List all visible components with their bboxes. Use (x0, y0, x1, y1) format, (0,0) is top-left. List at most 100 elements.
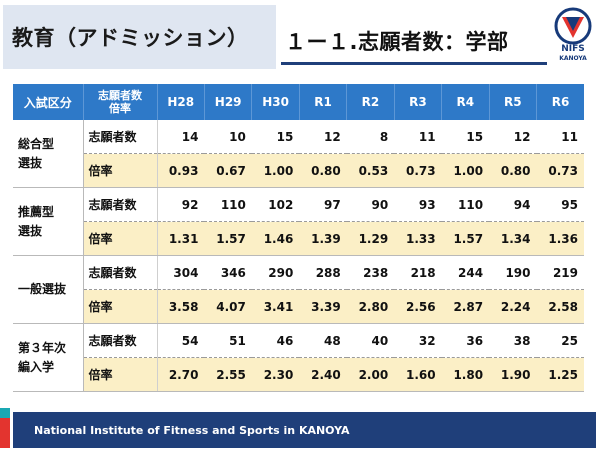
count-cell: 40 (346, 323, 395, 358)
footer-accent-red (0, 418, 10, 448)
rate-cell: 1.25 (536, 357, 584, 392)
table-row: 倍率 1.31 1.57 1.46 1.39 1.29 1.33 1.57 1.… (13, 221, 584, 256)
rate-cell: 3.39 (299, 289, 347, 324)
header-year: R1 (299, 84, 348, 120)
table-row: 倍率 3.58 4.07 3.41 3.39 2.80 2.56 2.87 2.… (13, 289, 584, 324)
rate-cell: 2.55 (204, 357, 252, 392)
count-cell: 110 (441, 187, 490, 222)
rate-label: 倍率 (83, 289, 158, 324)
header-year: H29 (204, 84, 253, 120)
admissions-table: 入試区分 志願者数 倍率 H28 H29 H30 R1 R2 R3 R4 R5 … (13, 84, 584, 392)
nifs-logo-icon (554, 7, 592, 45)
header-year: H30 (251, 84, 300, 120)
count-cell: 290 (251, 255, 300, 290)
category-name-line1: 推薦型 (18, 204, 55, 219)
header-year: R6 (536, 84, 584, 120)
count-label: 志願者数 (83, 255, 158, 290)
count-cell: 346 (204, 255, 252, 290)
rate-cell: 2.80 (346, 289, 395, 324)
table-row: 一般選抜 志願者数 304 346 290 288 238 218 244 19… (13, 255, 584, 324)
rate-cell: 1.46 (251, 221, 300, 256)
count-cell: 12 (299, 120, 347, 154)
table-row: 総合型 選抜 志願者数 14 10 15 12 8 11 15 12 11 (13, 120, 584, 188)
count-cell: 15 (251, 120, 300, 154)
logo-text: NIFS (561, 44, 585, 54)
rate-cell: 3.41 (251, 289, 300, 324)
rate-cell: 1.29 (346, 221, 395, 256)
count-cell: 288 (299, 255, 347, 290)
rate-cell: 1.33 (394, 221, 442, 256)
rate-cell: 2.58 (536, 289, 584, 324)
header-year: R2 (346, 84, 395, 120)
rate-cell: 2.24 (489, 289, 537, 324)
header-year: R3 (394, 84, 443, 120)
header-year: R5 (489, 84, 538, 120)
count-cell: 25 (536, 323, 584, 358)
count-cell: 48 (299, 323, 347, 358)
page-title: 教育（アドミッション） (12, 26, 249, 50)
rate-cell: 2.30 (251, 357, 300, 392)
rate-cell: 1.80 (441, 357, 490, 392)
count-cell: 38 (489, 323, 537, 358)
footer-bar (13, 412, 596, 448)
count-cell: 93 (394, 187, 442, 222)
count-cell: 36 (441, 323, 490, 358)
rate-cell: 1.00 (251, 153, 300, 188)
rate-label: 倍率 (83, 153, 158, 188)
category-cell: 一般選抜 (13, 255, 84, 324)
count-cell: 102 (251, 187, 300, 222)
rate-cell: 1.39 (299, 221, 347, 256)
table-row: 第３年次 編入学 志願者数 54 51 46 48 40 32 36 38 25 (13, 323, 584, 392)
header-category: 入試区分 (13, 84, 84, 120)
title-banner (3, 5, 276, 69)
count-cell: 8 (346, 120, 395, 154)
rate-cell: 0.67 (204, 153, 252, 188)
logo-wordmark: NIFS KANOYA (553, 44, 593, 64)
table-header-row: 入試区分 志願者数 倍率 H28 H29 H30 R1 R2 R3 R4 R5 … (13, 84, 584, 120)
category-name-line2: 編入学 (18, 359, 55, 374)
count-cell: 95 (536, 187, 584, 222)
count-cell: 15 (441, 120, 490, 154)
count-cell: 92 (157, 187, 205, 222)
header-type: 志願者数 倍率 (83, 84, 158, 120)
count-cell: 12 (489, 120, 537, 154)
rate-cell: 1.00 (441, 153, 490, 188)
logo-subtext: KANOYA (559, 55, 587, 62)
rate-cell: 0.80 (299, 153, 347, 188)
page-subtitle: １ー１.志願者数：学部 (285, 30, 509, 54)
count-cell: 238 (346, 255, 395, 290)
rate-cell: 0.93 (157, 153, 205, 188)
count-cell: 90 (346, 187, 395, 222)
footer-text: National Institute of Fitness and Sports… (34, 424, 350, 437)
header-year: R4 (441, 84, 490, 120)
header-type-line2: 倍率 (109, 102, 131, 115)
count-cell: 11 (394, 120, 442, 154)
table-row: 倍率 0.93 0.67 1.00 0.80 0.53 0.73 1.00 0.… (13, 153, 584, 188)
rate-cell: 2.00 (346, 357, 395, 392)
count-cell: 219 (536, 255, 584, 290)
count-cell: 244 (441, 255, 490, 290)
table-row: 倍率 2.70 2.55 2.30 2.40 2.00 1.60 1.80 1.… (13, 357, 584, 392)
rate-cell: 1.90 (489, 357, 537, 392)
count-cell: 97 (299, 187, 347, 222)
count-cell: 51 (204, 323, 252, 358)
category-name-line1: 総合型 (18, 136, 55, 151)
rate-cell: 1.36 (536, 221, 584, 256)
rate-cell: 2.56 (394, 289, 442, 324)
count-cell: 94 (489, 187, 537, 222)
rate-cell: 1.31 (157, 221, 205, 256)
category-cell: 第３年次 編入学 (13, 323, 84, 392)
count-cell: 304 (157, 255, 205, 290)
footer-accent-teal (0, 408, 10, 418)
category-cell: 推薦型 選抜 (13, 187, 84, 256)
rate-cell: 2.70 (157, 357, 205, 392)
count-cell: 32 (394, 323, 442, 358)
count-cell: 218 (394, 255, 442, 290)
category-name-line1: 一般選抜 (18, 282, 67, 296)
rate-cell: 0.73 (536, 153, 584, 188)
count-cell: 110 (204, 187, 252, 222)
count-label: 志願者数 (83, 323, 158, 358)
rate-cell: 2.40 (299, 357, 347, 392)
category-name-line2: 選抜 (18, 155, 43, 170)
rate-cell: 0.73 (394, 153, 442, 188)
